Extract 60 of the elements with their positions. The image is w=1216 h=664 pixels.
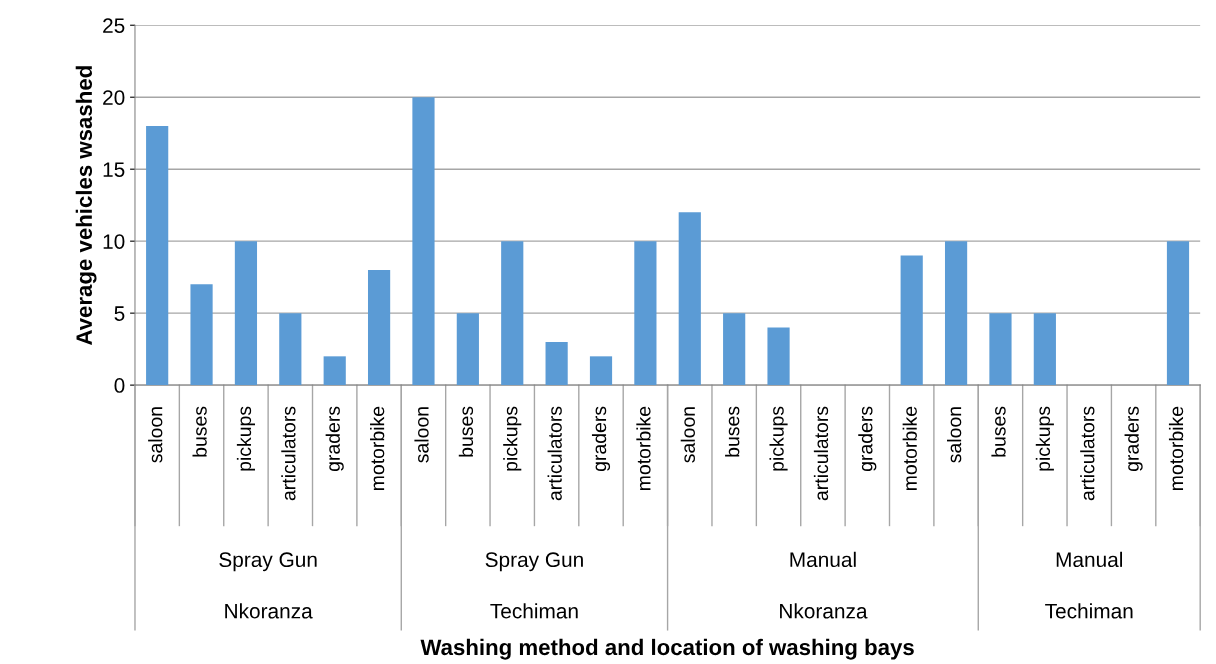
- text: Manual: [790, 551, 856, 568]
- y-tick-label: 15: [103, 162, 125, 177]
- x-tick-label: pickups: [503, 406, 522, 471]
- x-tick-label: motorbike: [370, 406, 385, 491]
- x-tick-label: pickups: [1035, 406, 1054, 471]
- bar: [545, 341, 568, 386]
- bar: [944, 241, 968, 386]
- x-tick-label: saloon: [148, 407, 163, 463]
- x-tick-label: motorbike: [636, 406, 651, 491]
- x-tick-label: graders: [325, 406, 344, 472]
- bar: [723, 313, 746, 386]
- y-tick-label: 5: [114, 306, 125, 321]
- x-tick-label: motorbike: [1168, 406, 1184, 491]
- bar: [146, 126, 169, 386]
- bar: [456, 313, 479, 386]
- text: Techiman: [490, 603, 578, 619]
- text: Manual: [1056, 551, 1123, 568]
- bar: [323, 356, 346, 386]
- text: Washing method and location of washing bays: [420, 638, 914, 660]
- text: Nkoranza: [780, 603, 868, 619]
- x-tick-label: articulators: [547, 406, 562, 501]
- y-axis-title: Average vehicles wsashed: [75, 66, 97, 346]
- bar: [767, 327, 790, 386]
- y-tick-label: 20: [103, 90, 125, 105]
- x-tick-label: pickups: [236, 406, 255, 471]
- bar: [367, 269, 391, 386]
- bar: [634, 241, 657, 386]
- bar: [501, 241, 524, 386]
- x-tick-label: graders: [858, 406, 877, 472]
- x-tick-label: graders: [1124, 406, 1143, 472]
- bar: [1033, 313, 1056, 386]
- text: Spray Gun: [219, 552, 317, 572]
- bar: [589, 356, 613, 386]
- x-tick-label: buses: [192, 406, 207, 457]
- x-tick-label: graders: [591, 406, 611, 472]
- text: Techiman: [1045, 603, 1133, 619]
- text: Nkoranza: [225, 603, 313, 619]
- text: Spray Gun: [485, 552, 583, 572]
- bar: [234, 241, 258, 386]
- y-tick-label: 25: [103, 18, 125, 33]
- bar: [989, 313, 1012, 386]
- x-tick-label: motorbike: [902, 406, 917, 491]
- x-tick-label: pickups: [769, 406, 788, 471]
- bar: [1166, 241, 1190, 386]
- bar: [678, 212, 701, 386]
- x-tick-label: buses: [991, 406, 1006, 457]
- bar: [412, 97, 435, 386]
- x-tick-label: articulators: [1080, 406, 1095, 501]
- x-tick-label: saloon: [947, 407, 962, 463]
- x-tick-label: saloon: [680, 407, 695, 463]
- x-tick-label: articulators: [813, 406, 829, 501]
- x-tick-label: articulators: [281, 406, 296, 501]
- bar: [279, 313, 302, 386]
- x-tick-label: buses: [458, 406, 474, 457]
- y-tick-label: 0: [114, 378, 125, 393]
- y-tick-label: 10: [103, 234, 125, 249]
- bar: [190, 284, 213, 386]
- x-tick-label: buses: [725, 406, 740, 457]
- bar: [900, 255, 923, 386]
- x-tick-label: saloon: [414, 407, 429, 463]
